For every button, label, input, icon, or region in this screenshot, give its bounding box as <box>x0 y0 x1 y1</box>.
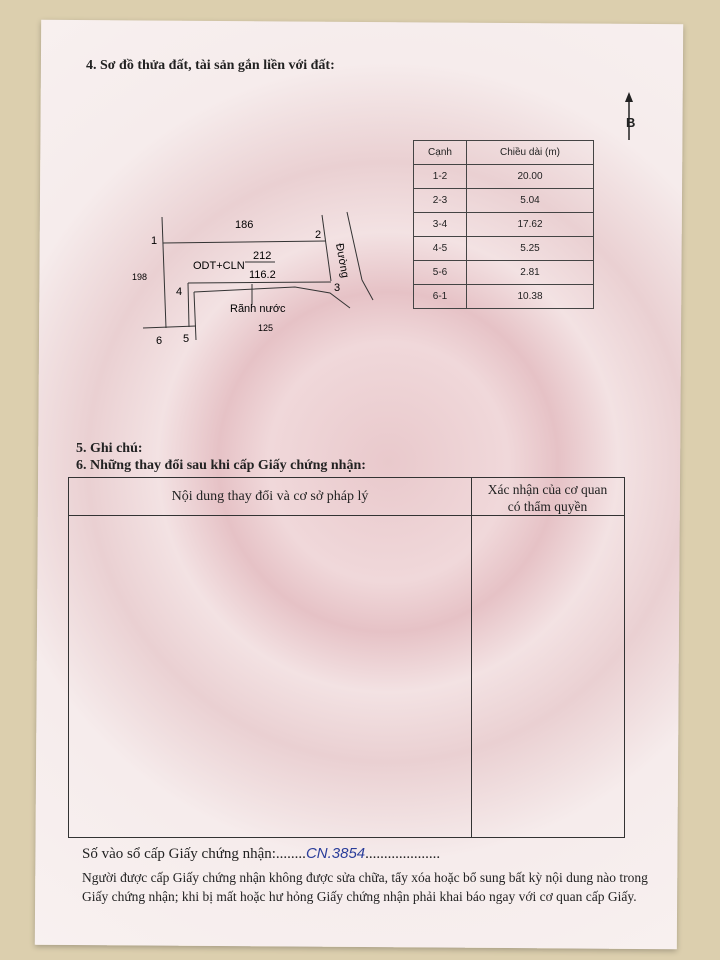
neighbor-parcel-left: 198 <box>132 272 147 282</box>
parcel-code: ODT+CLN <box>193 260 245 272</box>
edge-cell: 4-5 <box>413 236 467 261</box>
section-4-title: 4. Sơ đồ thửa đất, tài sản gắn liền với … <box>86 58 335 73</box>
column-header-line: có thẩm quyền <box>507 499 588 514</box>
table-header: Cạnh Chiều dài (m) <box>413 140 594 165</box>
length-cell: 10.38 <box>466 284 594 309</box>
length-cell: 5.04 <box>466 188 594 213</box>
table-row: 3-4 17.62 <box>413 212 594 237</box>
changes-table: Nội dung thay đổi và cơ sở pháp lý Xác n… <box>68 477 625 838</box>
point-label: 5 <box>183 333 189 345</box>
edge-length-table: Cạnh Chiều dài (m) 1-2 20.00 2-3 5.04 3-4 17… <box>413 140 594 309</box>
north-arrow-icon <box>625 92 633 140</box>
point-label: 2 <box>315 229 321 241</box>
registry-value: CN.3854 <box>305 845 366 862</box>
column-divider <box>471 478 472 837</box>
notice-line: Giấy chứng nhận; khi bị mất hoặc hư hỏng… <box>82 889 637 904</box>
point-label: 1 <box>151 235 157 247</box>
table-row: 2-3 5.04 <box>413 188 594 213</box>
neighbor-parcel-top: 186 <box>235 219 253 231</box>
edge-cell: 3-4 <box>413 212 467 237</box>
road-label: Đường <box>333 242 351 278</box>
registry-label: Số vào sổ cấp Giấy chứng nhận:........ <box>82 846 306 862</box>
north-label: B <box>626 115 636 130</box>
table-row: 1-2 20.00 <box>413 164 594 189</box>
registry-dots: .................... <box>365 846 441 862</box>
header-cell: Chiều dài (m) <box>466 140 594 165</box>
section-6-title: 6. Những thay đổi sau khi cấp Giấy chứng… <box>76 458 366 473</box>
edge-cell: 5-6 <box>413 260 467 285</box>
column-header-content: Nội dung thay đổi và cơ sở pháp lý <box>171 489 369 504</box>
table-row: 6-1 10.38 <box>413 284 594 309</box>
length-cell: 2.81 <box>466 260 594 285</box>
length-cell: 17.62 <box>466 212 594 237</box>
header-cell: Cạnh <box>413 140 467 165</box>
parcel-area: 116.2 <box>249 269 276 281</box>
drain-label: Rãnh nước <box>230 303 286 315</box>
point-label: 3 <box>334 282 340 294</box>
section-5-title: 5. Ghi chú: <box>76 441 143 456</box>
notice-text: Người được cấp Giấy chứng nhận không đượ… <box>82 868 648 906</box>
neighbor-parcel-bottom: 125 <box>258 323 273 333</box>
parcel-diagram: 186 198 125 ODT+CLN 212 116.2 Rãnh nước … <box>132 211 374 347</box>
point-label: 6 <box>156 335 162 347</box>
column-header-line: Xác nhận của cơ quan <box>487 482 608 497</box>
table-row: 4-5 5.25 <box>413 236 594 261</box>
edge-cell: 2-3 <box>413 188 467 213</box>
length-cell: 20.00 <box>466 164 594 189</box>
notice-line: Người được cấp Giấy chứng nhận không đượ… <box>82 870 648 885</box>
parcel-number: 212 <box>253 250 271 262</box>
point-label: 4 <box>176 286 182 298</box>
header-divider <box>69 515 624 516</box>
length-cell: 5.25 <box>466 236 594 261</box>
registry-number: Số vào sổ cấp Giấy chứng nhận:........CN… <box>82 845 440 863</box>
edge-cell: 1-2 <box>413 164 467 189</box>
edge-cell: 6-1 <box>413 284 467 309</box>
table-row: 5-6 2.81 <box>413 260 594 285</box>
column-header-confirmation: Xác nhận của cơ quan có thẩm quyền <box>471 481 624 515</box>
